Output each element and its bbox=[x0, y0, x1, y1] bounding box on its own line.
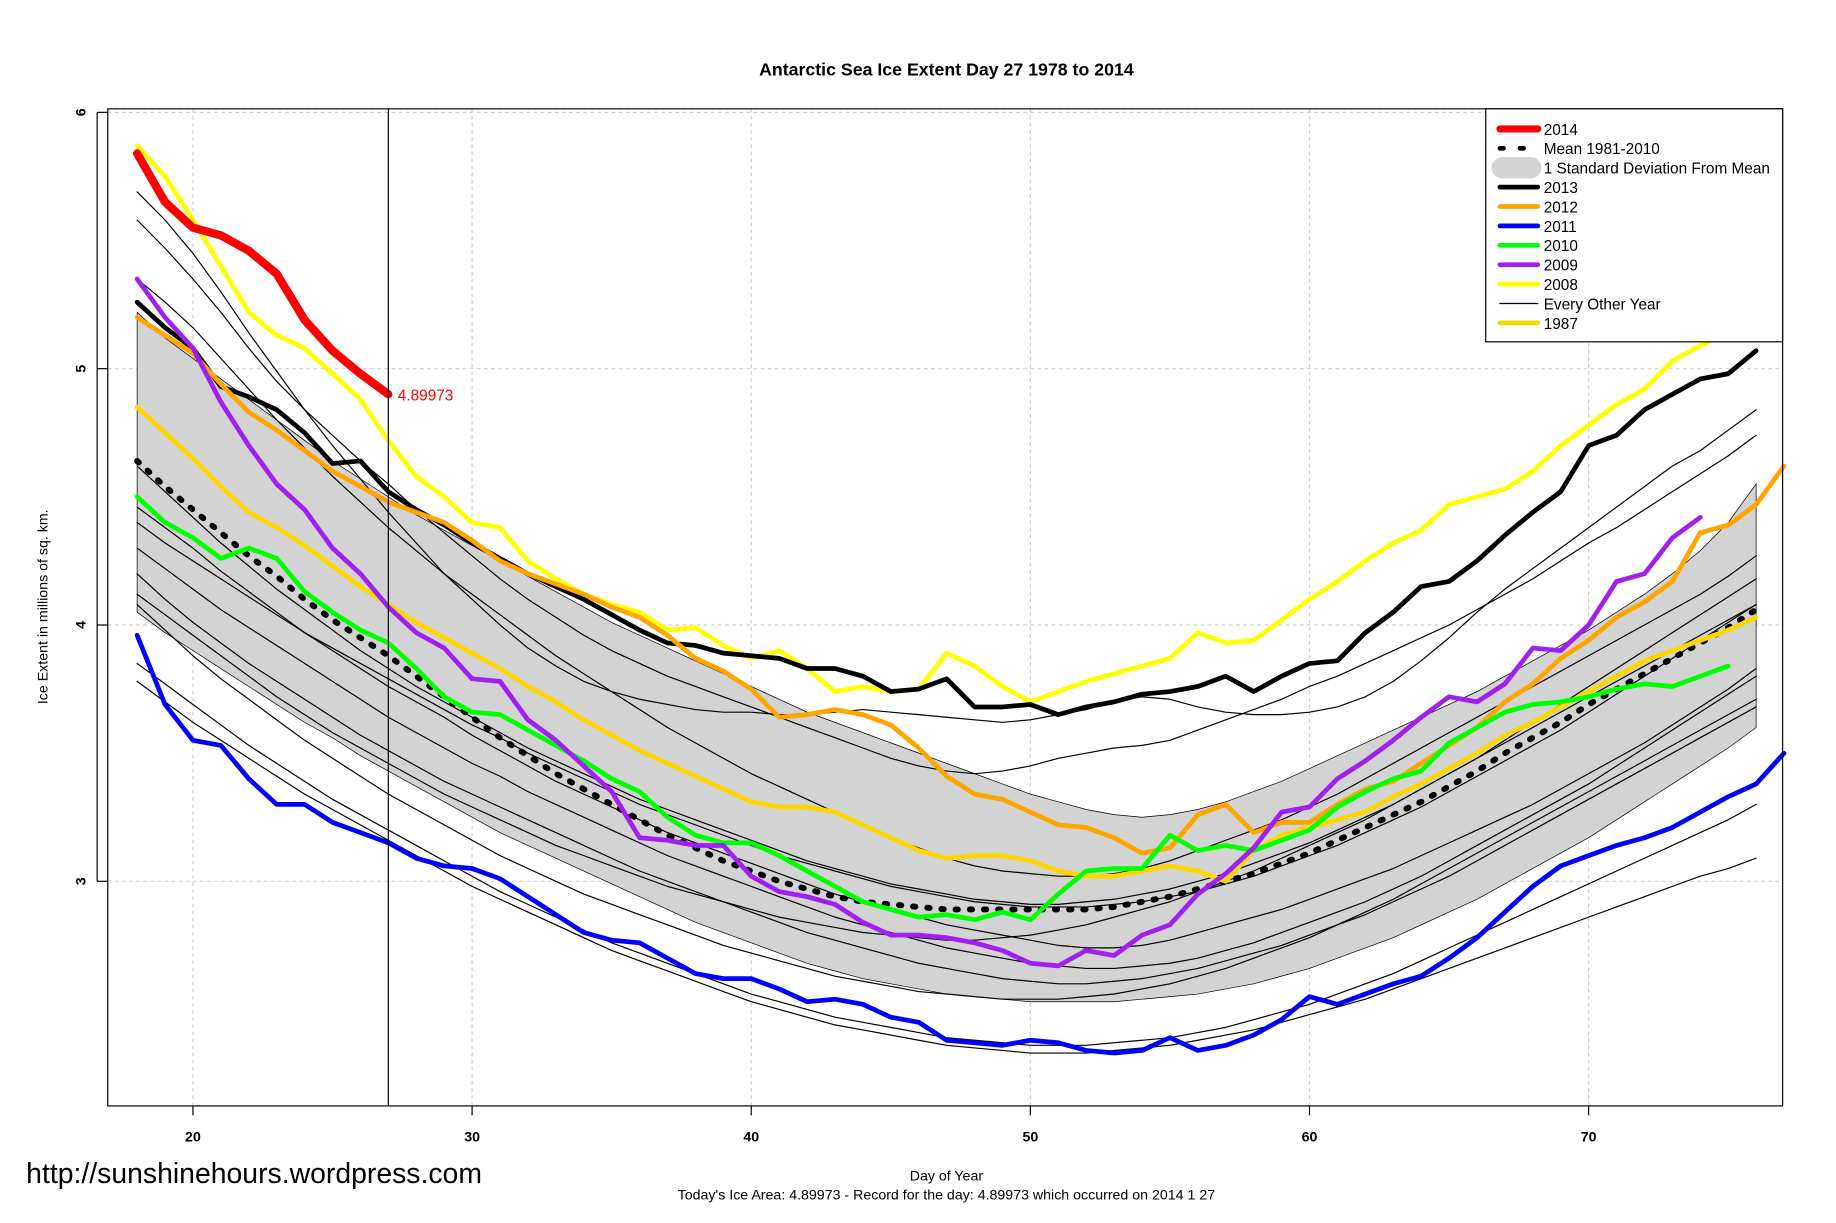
series-line-2014 bbox=[132, 149, 393, 399]
legend-label: 2013 bbox=[1544, 180, 1578, 197]
y-tick-label: 6 bbox=[73, 108, 89, 116]
legend-label: 2010 bbox=[1544, 238, 1578, 255]
legend-item: 2008 bbox=[1497, 277, 1578, 294]
x-tick-label: 60 bbox=[1302, 1129, 1318, 1145]
series-line-2013 bbox=[134, 299, 1759, 718]
legend-label: 2011 bbox=[1544, 219, 1577, 236]
legend-item: 1 Standard Deviation From Mean bbox=[1491, 157, 1770, 179]
series-line-2012 bbox=[134, 315, 1787, 856]
x-tick-label: 30 bbox=[464, 1129, 480, 1145]
series-line-2008 bbox=[134, 143, 1759, 705]
std-dev-band bbox=[136, 311, 1757, 1003]
series-line-every-other-year bbox=[136, 593, 1757, 941]
legend-swatch-band bbox=[1491, 157, 1542, 179]
y-tick-label: 4 bbox=[73, 621, 89, 629]
y-axis: 3 4 5 6 bbox=[73, 108, 108, 885]
legend-label: 2012 bbox=[1544, 199, 1578, 216]
x-tick-label: 20 bbox=[185, 1129, 201, 1145]
x-tick-label: 50 bbox=[1022, 1129, 1038, 1145]
legend-label: Every Other Year bbox=[1544, 296, 1661, 313]
legend: 2014 Mean 1981-2010 1 Standard Deviation F… bbox=[1485, 108, 1784, 343]
x-axis: 20 30 40 50 60 70 bbox=[185, 1105, 1597, 1145]
legend-item: 2010 bbox=[1497, 238, 1578, 255]
legend-label: 2009 bbox=[1544, 258, 1578, 275]
series-lines bbox=[132, 143, 1787, 1056]
chart-subtitle: Today's Ice Area: 4.89973 - Record for t… bbox=[678, 1187, 1216, 1203]
legend-item: Every Other Year bbox=[1499, 296, 1661, 313]
series-line-mean-1981-2010 bbox=[134, 457, 1760, 913]
plot-frame bbox=[107, 108, 1784, 1107]
legend-item: 2009 bbox=[1497, 258, 1578, 275]
legend-label: Mean 1981-2010 bbox=[1544, 141, 1660, 158]
std-dev-band-area bbox=[136, 311, 1757, 1003]
series-line-2009 bbox=[134, 276, 1703, 969]
series-line-every-other-year bbox=[136, 573, 1757, 985]
x-axis-label: Day of Year bbox=[910, 1168, 984, 1184]
annotation-group: 4.89973 bbox=[398, 387, 454, 404]
series-line-every-other-year bbox=[136, 521, 1757, 908]
legend-item: 2014 bbox=[1496, 122, 1579, 139]
y-axis-label: Ice Extent in millions of sq. km. bbox=[35, 509, 51, 704]
series-line-2010 bbox=[134, 494, 1731, 923]
legend-label: 1987 bbox=[1544, 316, 1578, 333]
series-line-every-other-year bbox=[136, 506, 1757, 949]
series-line-every-other-year bbox=[136, 465, 1757, 905]
legend-item: 2012 bbox=[1497, 199, 1578, 216]
series-line-every-other-year bbox=[136, 547, 1757, 970]
y-tick-label: 5 bbox=[73, 365, 89, 373]
value-annotation: 4.89973 bbox=[398, 387, 454, 404]
y-tick-label: 3 bbox=[73, 877, 89, 885]
series-line-every-other-year bbox=[136, 603, 1757, 1000]
series-line-1987 bbox=[134, 404, 1759, 884]
watermark-url: http://sunshinehours.wordpress.com bbox=[26, 1158, 482, 1190]
legend-item: Mean 1981-2010 bbox=[1497, 141, 1660, 158]
legend-label: 2014 bbox=[1544, 122, 1579, 139]
x-tick-label: 40 bbox=[743, 1129, 759, 1145]
legend-label: 2008 bbox=[1544, 277, 1578, 294]
legend-item: 1987 bbox=[1497, 316, 1578, 333]
legend-item: 2011 bbox=[1497, 219, 1577, 236]
x-tick-label: 70 bbox=[1581, 1129, 1597, 1145]
series-line-2011 bbox=[134, 632, 1787, 1056]
chart-title: Antarctic Sea Ice Extent Day 27 1978 to … bbox=[759, 60, 1134, 80]
legend-label: 1 Standard Deviation From Mean bbox=[1544, 161, 1770, 178]
legend-item: 2013 bbox=[1497, 180, 1578, 197]
